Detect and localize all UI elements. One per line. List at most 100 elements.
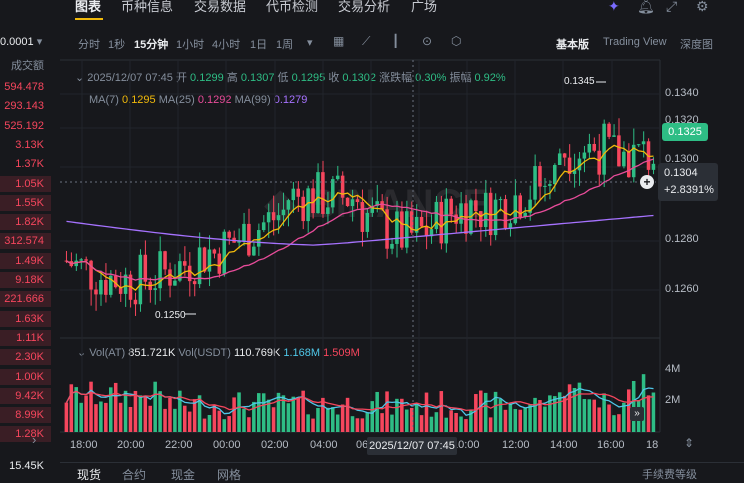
crosshair-price-tag: 0.1304 +2.8391% [658, 163, 718, 201]
candle-body [326, 207, 330, 214]
volume-bar [74, 387, 78, 432]
volume-bar [321, 397, 325, 432]
sparkle-icon[interactable]: ✦ [608, 0, 620, 14]
orderbook-row[interactable]: 594.478 [4, 81, 44, 93]
interval-1w[interactable]: 1周 [276, 39, 294, 51]
candle-body [335, 175, 340, 180]
tab-trade-analysis[interactable]: 交易分析 [338, 0, 391, 14]
settings-icon[interactable]: ⚙ [696, 0, 709, 14]
orderbook-row[interactable]: 1.05K [0, 175, 51, 192]
expand-icon[interactable]: ⤢ [666, 0, 678, 14]
chevron-right-icon[interactable]: › [32, 432, 37, 447]
mode-basic[interactable]: 基本版 [556, 39, 589, 51]
tab-coin-info[interactable]: 币种信息 [121, 0, 174, 14]
tab-futures[interactable]: 合约 [122, 468, 147, 482]
candle-body [286, 200, 291, 210]
tab-spot[interactable]: 现货 [77, 468, 102, 482]
candle-body [543, 185, 547, 187]
tab-grid[interactable]: 网格 [217, 468, 242, 482]
volume-bar [138, 395, 143, 432]
candle-body [222, 231, 226, 274]
interval-more-chevron-icon[interactable]: ▾ [307, 37, 313, 49]
orderbook-price[interactable]: 0.0001 ▾ [0, 35, 51, 48]
candle-body [617, 135, 621, 167]
time-tick: 04:00 [310, 439, 338, 451]
candle-body [316, 172, 320, 214]
candle-body [187, 265, 192, 282]
ma99-label: MA(99) [234, 94, 271, 106]
bell-icon[interactable]: 🔔︎ [637, 0, 655, 14]
orderbook-row[interactable]: 1.28K [0, 426, 51, 443]
candle-body [79, 259, 83, 261]
candle-body [444, 198, 448, 244]
candle-body [158, 251, 162, 289]
indicator-icon[interactable]: ⊙ [422, 34, 433, 48]
volume-bar [94, 404, 98, 432]
candle-body [153, 288, 157, 290]
volume-bar [449, 410, 453, 432]
tab-square[interactable]: 广场 [411, 0, 438, 14]
tab-cash[interactable]: 现金 [171, 468, 196, 482]
orderbook-row[interactable]: 9.18K [0, 272, 51, 288]
orderbook-row[interactable]: 1.55K [0, 194, 51, 211]
volume-bar [651, 392, 656, 432]
orderbook-row[interactable]: 2.30K [0, 349, 51, 366]
orderbook-row[interactable]: 1.00K [0, 368, 51, 385]
candle-body [631, 144, 636, 178]
hexagon-settings-icon[interactable]: ⬡ [451, 34, 462, 48]
add-alert-icon[interactable]: + [640, 175, 654, 189]
candle-body [538, 166, 542, 187]
volume-bar [252, 401, 256, 432]
candle-body [183, 261, 187, 266]
orderbook-row[interactable]: 525.192 [4, 119, 44, 132]
candle-body [636, 144, 641, 146]
volume-bar [424, 392, 429, 432]
fee-level-link[interactable]: 手续费等级 [642, 469, 697, 481]
interval-timeline[interactable]: 分时 [78, 39, 100, 51]
orderbook-row[interactable]: 1.63K [0, 310, 51, 327]
candle-body [261, 222, 266, 231]
orderbook-row[interactable]: 1.37K [15, 158, 44, 171]
orderbook-row[interactable]: 9.42K [0, 387, 51, 404]
candle-body [553, 165, 557, 185]
mode-tradingview[interactable]: Trading View [603, 36, 667, 48]
candle-body [424, 226, 429, 237]
volume-bar [335, 414, 340, 432]
orderbook-row[interactable]: 293.143 [4, 100, 44, 113]
orderbook-row[interactable]: 1.49K [0, 252, 51, 269]
interval-1s[interactable]: 1秒 [108, 39, 126, 51]
candle-body [311, 188, 315, 214]
crosshair-time-tag: 2025/12/07 07:45 [367, 437, 457, 455]
calendar-icon[interactable]: ▦ [333, 34, 345, 48]
orderbook-row[interactable]: 8.99K [0, 407, 51, 424]
orderbook-row[interactable]: 3.13K [15, 138, 44, 151]
candle-body [257, 230, 261, 247]
candle-body [296, 188, 300, 197]
ma25-value: 0.1292 [197, 94, 232, 106]
volume-bar [646, 395, 651, 432]
volume-bar [316, 407, 320, 432]
tab-trade-data[interactable]: 交易数据 [194, 0, 247, 14]
interval-1h[interactable]: 1小时 [176, 39, 205, 51]
orderbook-row[interactable]: 312.574 [0, 233, 51, 250]
chevron-down-icon[interactable]: ⌄ [75, 72, 85, 84]
volume-bar [523, 407, 527, 432]
orderbook-row[interactable]: 1.82K [0, 214, 51, 231]
candle-body [276, 215, 281, 221]
tab-chart[interactable]: 图表 [75, 0, 102, 14]
orderbook-row[interactable]: 221.666 [0, 291, 51, 308]
interval-4h[interactable]: 4小时 [212, 39, 241, 51]
candle-body [548, 184, 552, 186]
fit-chart-icon[interactable]: ⇕ [684, 436, 695, 450]
interval-15m[interactable]: 15分钟 [134, 39, 169, 51]
line-chart-icon[interactable]: ⟋ [362, 34, 371, 48]
interval-1d[interactable]: 1日 [250, 39, 268, 51]
tab-token-check[interactable]: 代币检测 [266, 0, 319, 14]
mode-depth[interactable]: 深度图 [680, 39, 713, 51]
candle-body [207, 249, 212, 272]
candle-icon[interactable]: ┃ [392, 34, 400, 48]
orderbook-row[interactable]: 1.11K [0, 329, 51, 346]
scroll-right-icon[interactable]: » [630, 407, 644, 421]
volume-bar [577, 382, 582, 432]
